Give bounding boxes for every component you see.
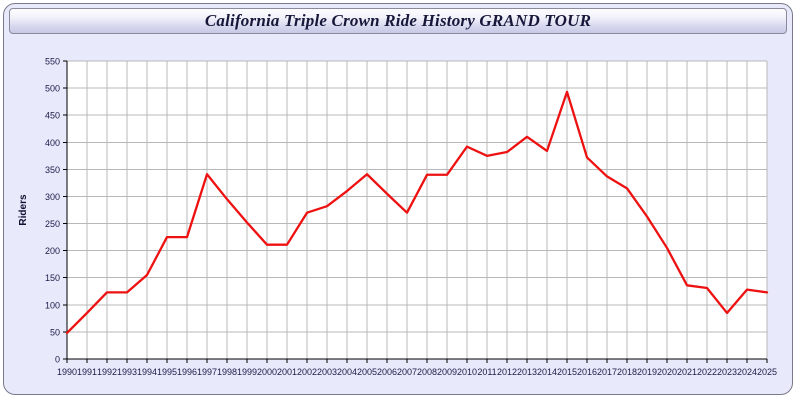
x-tick-label: 1995	[157, 367, 177, 377]
x-tick-label: 1998	[217, 367, 237, 377]
x-tick-label: 2023	[717, 367, 737, 377]
x-tick-label: 2017	[597, 367, 617, 377]
y-tick-label: 250	[45, 219, 60, 229]
x-tick-label: 2009	[437, 367, 457, 377]
x-tick-label: 1999	[237, 367, 257, 377]
x-tick-label: 2005	[357, 367, 377, 377]
y-axis-tick-labels: 0 50 100 150 200 250 300 350 400 450 500 550	[45, 57, 60, 365]
data-series-riders	[65, 90, 769, 335]
y-gridlines	[67, 60, 767, 333]
y-tick-label: 550	[45, 57, 60, 67]
x-tick-label: 1990	[57, 367, 77, 377]
y-tick-label: 500	[45, 84, 60, 94]
x-tick-label: 1993	[117, 367, 137, 377]
y-tick-label: 400	[45, 138, 60, 148]
y-tick-label: 50	[50, 327, 60, 337]
x-tick-label: 1994	[137, 367, 157, 377]
x-gridlines	[86, 61, 768, 359]
x-tick-label: 2004	[337, 367, 357, 377]
page-title: California Triple Crown Ride History GRA…	[204, 11, 592, 30]
x-axis-ticks	[66, 359, 768, 363]
chart-plot-area: 0 50 100 150 200 250 300 350 400 450 500 550 1990 19…	[4, 37, 792, 394]
x-tick-label: 2025	[757, 367, 777, 377]
x-tick-label: 2013	[517, 367, 537, 377]
x-tick-label: 2018	[617, 367, 637, 377]
x-tick-label: 2006	[377, 367, 397, 377]
x-tick-label: 1991	[77, 367, 97, 377]
x-tick-label: 2016	[577, 367, 597, 377]
x-tick-label: 2003	[317, 367, 337, 377]
y-axis-ticks	[63, 60, 67, 360]
x-tick-label: 1997	[197, 367, 217, 377]
x-tick-label: 2011	[477, 367, 496, 377]
chart-window: California Triple Crown Ride History GRA…	[3, 3, 793, 395]
x-tick-label: 2002	[297, 367, 317, 377]
window-title-bar: California Triple Crown Ride History GRA…	[9, 8, 787, 34]
x-tick-label: 1996	[177, 367, 197, 377]
x-tick-label: 2024	[737, 367, 757, 377]
y-tick-label: 100	[45, 300, 60, 310]
x-tick-label: 2010	[457, 367, 477, 377]
x-tick-label: 1992	[97, 367, 117, 377]
y-tick-label: 200	[45, 246, 60, 256]
x-axis-tick-labels: 1990 1991 1992 1993 1994 1995 1996 1997 1998 1999…	[57, 367, 777, 377]
x-tick-label: 2000	[257, 367, 277, 377]
x-tick-label: 2008	[417, 367, 437, 377]
x-tick-label: 2019	[637, 367, 657, 377]
y-tick-label: 150	[45, 273, 60, 283]
x-tick-label: 2001	[277, 367, 297, 377]
y-tick-label: 450	[45, 111, 60, 121]
x-tick-label: 2021	[677, 367, 697, 377]
y-tick-label: 350	[45, 165, 60, 175]
y-tick-label: 300	[45, 192, 60, 202]
x-tick-label: 2022	[697, 367, 717, 377]
x-tick-label: 2007	[397, 367, 417, 377]
y-axis-title: Riders	[18, 194, 29, 226]
x-tick-label: 2012	[497, 367, 517, 377]
y-tick-label: 0	[55, 355, 60, 365]
x-tick-label: 2014	[537, 367, 557, 377]
x-tick-label: 2015	[557, 367, 577, 377]
plot-background	[67, 61, 767, 359]
x-tick-label: 2020	[657, 367, 677, 377]
